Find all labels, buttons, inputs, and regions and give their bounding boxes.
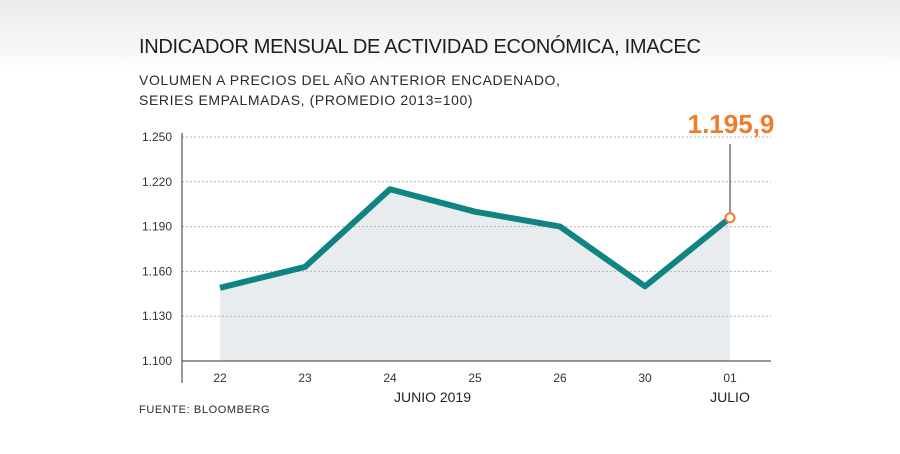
x-group-label: JULIO <box>710 389 750 405</box>
x-tick-label: 25 <box>468 371 482 385</box>
callout-value: 1.195,9 <box>688 109 775 139</box>
series-line <box>219 186 732 291</box>
subtitle-line-2: SERIES EMPALMADAS, (PROMEDIO 2013=100) <box>139 92 474 108</box>
x-tick-label: 30 <box>638 371 652 385</box>
x-tick-label: 26 <box>553 371 567 385</box>
area-fill <box>220 189 730 361</box>
chart-subtitle: VOLUMEN A PRECIOS DEL AÑO ANTERIOR ENCAD… <box>139 70 561 110</box>
y-tick-label: 1.100 <box>142 354 172 368</box>
source-note: FUENTE: BLOOMBERG <box>139 404 271 416</box>
x-tick-label: 22 <box>213 371 227 385</box>
y-tick-label: 1.190 <box>142 220 172 234</box>
y-tick-label: 1.130 <box>142 309 172 323</box>
x-tick-label: 24 <box>383 371 397 385</box>
y-tick-label: 1.220 <box>142 175 172 189</box>
x-tick-label: 23 <box>298 371 312 385</box>
y-tick-label: 1.250 <box>142 130 172 144</box>
chart-title: INDICADOR MENSUAL DE ACTIVIDAD ECONÓMICA… <box>139 36 701 58</box>
highlight-point <box>724 212 736 224</box>
y-tick-label: 1.160 <box>142 264 172 278</box>
header-band <box>0 0 900 72</box>
x-tick-label: 01 <box>723 371 737 385</box>
subtitle-line-1: VOLUMEN A PRECIOS DEL AÑO ANTERIOR ENCAD… <box>139 72 561 88</box>
x-group-label: JUNIO 2019 <box>394 389 471 405</box>
